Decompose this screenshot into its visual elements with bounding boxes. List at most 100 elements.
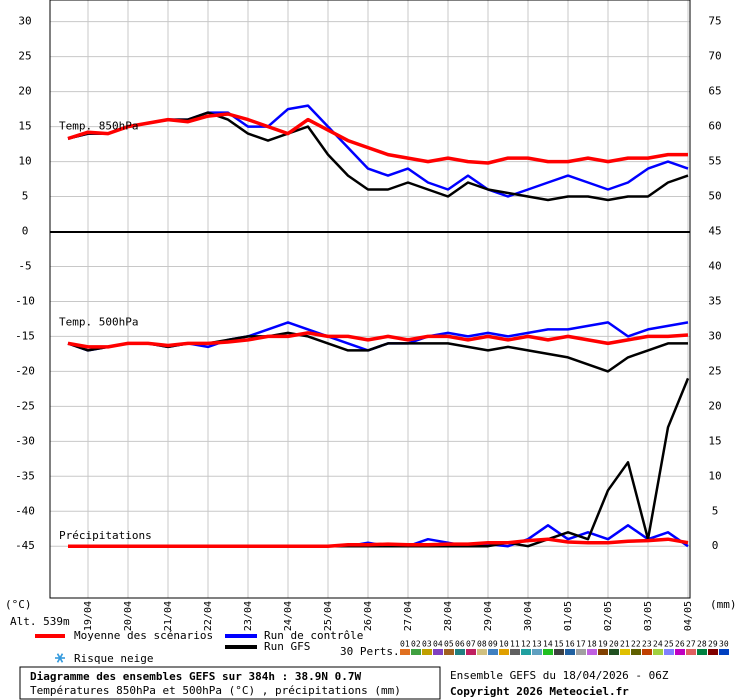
pert-label: 28: [697, 640, 707, 649]
pert-swatch: [411, 649, 421, 655]
pert-swatch: [521, 649, 531, 655]
pert-label: 13: [532, 640, 542, 649]
panel-label: Précipitations: [59, 529, 152, 542]
x-tick-label: 02/05: [603, 601, 614, 631]
legend-label: Moyenne des scénarios: [74, 629, 213, 642]
pert-swatch: [642, 649, 652, 655]
pert-swatch: [620, 649, 630, 655]
y-tick-label: 15: [18, 120, 31, 133]
y-axis-label: (°C): [5, 598, 32, 611]
pert-swatch: [400, 649, 410, 655]
pert-label: 24: [653, 640, 663, 649]
pert-swatch: [455, 649, 465, 655]
legend-label: Run GFS: [264, 640, 310, 653]
y-tick-label: -40: [15, 504, 35, 517]
x-tick-label: 29/04: [483, 601, 494, 631]
pert-label: 29: [708, 640, 718, 649]
x-tick-label: 25/04: [323, 601, 334, 631]
pert-label: 04: [433, 640, 443, 649]
y2-tick-label: 55: [708, 155, 721, 168]
x-tick-label: 30/04: [523, 601, 534, 631]
pert-label: 05: [444, 640, 454, 649]
x-tick-label: 27/04: [403, 601, 414, 631]
pert-label: 16: [565, 640, 575, 649]
snow-icon: [55, 653, 65, 663]
pert-swatch: [609, 649, 619, 655]
pert-label: 18: [587, 640, 597, 649]
perts-label: 30 Perts.: [340, 645, 400, 658]
y2-tick-label: 10: [708, 469, 721, 482]
chart-subtitle: Températures 850hPa et 500hPa (°C) , pré…: [30, 684, 401, 697]
pert-swatch: [719, 649, 729, 655]
pert-label: 23: [642, 640, 652, 649]
x-tick-label: 01/05: [563, 601, 574, 631]
x-tick-label: 21/04: [163, 601, 174, 631]
plot-frame: [49, 0, 691, 599]
x-tick-label: 20/04: [123, 601, 134, 631]
panel-label: Temp. 850hPa: [59, 120, 138, 133]
pert-swatch: [510, 649, 520, 655]
pert-swatch: [543, 649, 553, 655]
y-tick-label: -10: [15, 294, 35, 307]
y2-tick-label: 5: [712, 504, 719, 517]
pert-label: 07: [466, 640, 476, 649]
series-line: [67, 112, 688, 165]
pert-label: 01: [400, 640, 410, 649]
y-tick-label: -25: [15, 399, 35, 412]
x-tick-label: 24/04: [283, 601, 294, 631]
y2-tick-label: 0: [712, 539, 719, 552]
x-tick-label: 28/04: [443, 601, 454, 631]
snow-label: Risque neige: [74, 652, 153, 665]
series-line: [68, 537, 689, 548]
pert-label: 02: [411, 640, 421, 649]
pert-swatch: [587, 649, 597, 655]
y-tick-label: -5: [18, 259, 31, 272]
pert-swatch: [697, 649, 707, 655]
pert-swatch: [466, 649, 476, 655]
y-tick-label: 0: [22, 225, 29, 238]
y-tick-label: 5: [22, 190, 29, 203]
pert-label: 27: [686, 640, 696, 649]
y2-tick-label: 65: [708, 85, 721, 98]
y-tick-label: 10: [18, 155, 31, 168]
pert-swatch: [708, 649, 718, 655]
chart-title: Diagramme des ensembles GEFS sur 384h : …: [30, 670, 362, 683]
y2-tick-label: 30: [708, 329, 721, 342]
run-info: Ensemble GEFS du 18/04/2026 - 06Z: [450, 669, 669, 682]
y-tick-label: 30: [18, 15, 31, 28]
pert-swatch: [444, 649, 454, 655]
pert-label: 12: [521, 640, 531, 649]
pert-swatch: [565, 649, 575, 655]
pert-swatch: [499, 649, 509, 655]
y2-tick-label: 20: [708, 399, 721, 412]
series-line: [67, 331, 689, 349]
pert-swatch: [477, 649, 487, 655]
altitude: Alt. 539m: [10, 615, 70, 628]
y-tick-label: -45: [15, 539, 35, 552]
x-tick-label: 04/05: [683, 601, 694, 631]
y-tick-label: -35: [15, 469, 35, 482]
x-tick-label: 19/04: [83, 601, 94, 631]
pert-label: 10: [499, 640, 509, 649]
copyright: Copyright 2026 Meteociel.fr: [450, 685, 629, 698]
pert-swatch: [576, 649, 586, 655]
pert-label: 19: [598, 640, 608, 649]
x-tick-label: 22/04: [203, 601, 214, 631]
pert-swatch: [675, 649, 685, 655]
pert-swatch: [664, 649, 674, 655]
panel-label: Temp. 500hPa: [59, 315, 138, 328]
pert-swatch: [686, 649, 696, 655]
x-tick-label: 03/05: [643, 601, 654, 631]
pert-label: 30: [719, 640, 729, 649]
pert-label: 03: [422, 640, 432, 649]
pert-label: 09: [488, 640, 498, 649]
pert-label: 17: [576, 640, 586, 649]
y-tick-label: 25: [18, 50, 31, 63]
pert-label: 15: [554, 640, 564, 649]
title-box: [19, 666, 441, 700]
y-tick-label: -15: [15, 329, 35, 342]
pert-label: 14: [543, 640, 553, 649]
x-tick-label: 23/04: [243, 601, 254, 631]
pert-label: 26: [675, 640, 685, 649]
y2-tick-label: 60: [708, 120, 721, 133]
